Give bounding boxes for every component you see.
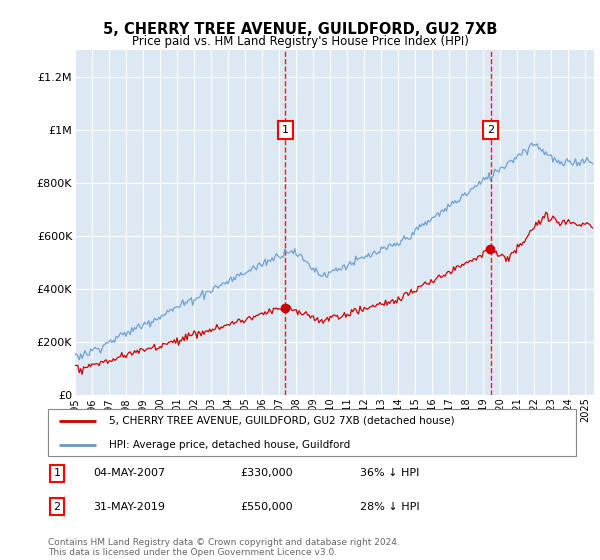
Text: 2: 2 <box>53 502 61 512</box>
Text: 5, CHERRY TREE AVENUE, GUILDFORD, GU2 7XB: 5, CHERRY TREE AVENUE, GUILDFORD, GU2 7X… <box>103 22 497 38</box>
Text: 31-MAY-2019: 31-MAY-2019 <box>93 502 165 512</box>
Text: Price paid vs. HM Land Registry's House Price Index (HPI): Price paid vs. HM Land Registry's House … <box>131 35 469 48</box>
Text: 1: 1 <box>282 125 289 135</box>
Text: 1: 1 <box>53 468 61 478</box>
FancyBboxPatch shape <box>48 409 576 456</box>
Text: 28% ↓ HPI: 28% ↓ HPI <box>360 502 419 512</box>
Text: HPI: Average price, detached house, Guildford: HPI: Average price, detached house, Guil… <box>109 440 350 450</box>
Text: 2: 2 <box>487 125 494 135</box>
Text: Contains HM Land Registry data © Crown copyright and database right 2024.
This d: Contains HM Land Registry data © Crown c… <box>48 538 400 557</box>
Text: 5, CHERRY TREE AVENUE, GUILDFORD, GU2 7XB (detached house): 5, CHERRY TREE AVENUE, GUILDFORD, GU2 7X… <box>109 416 454 426</box>
Text: 04-MAY-2007: 04-MAY-2007 <box>93 468 165 478</box>
Text: £550,000: £550,000 <box>240 502 293 512</box>
Text: 36% ↓ HPI: 36% ↓ HPI <box>360 468 419 478</box>
Text: £330,000: £330,000 <box>240 468 293 478</box>
